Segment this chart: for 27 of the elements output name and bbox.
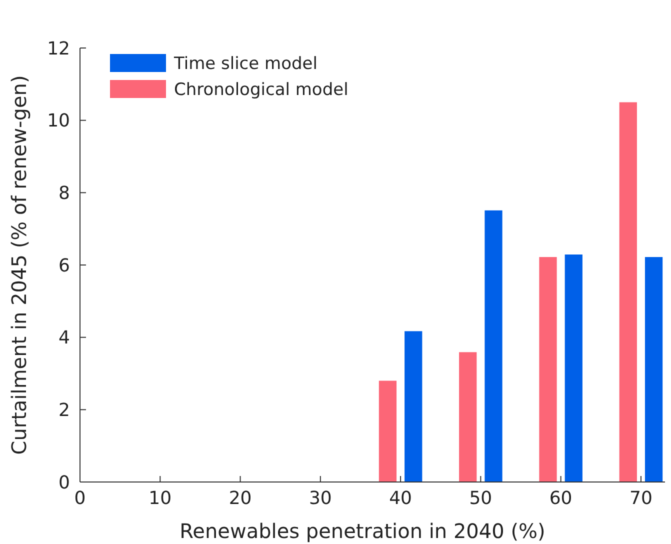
- x-tick-label: 20: [228, 488, 252, 509]
- y-tick-label: 0: [58, 472, 70, 494]
- bar: [404, 331, 422, 482]
- bar: [619, 102, 637, 482]
- legend-label: Chronological model: [174, 80, 348, 100]
- x-tick-label: 70: [630, 488, 652, 509]
- legend-label: Time slice model: [173, 54, 318, 74]
- y-tick-label: 4: [58, 328, 70, 349]
- y-tick-label: 10: [47, 110, 70, 132]
- y-axis-title: Curtailment in 2045 (% of renew-gen): [7, 75, 31, 455]
- bar: [484, 210, 502, 482]
- x-tick-label: 30: [308, 488, 332, 509]
- x-tick-label: 60: [549, 488, 572, 509]
- bar: [378, 380, 397, 482]
- x-tick-label: 0: [74, 488, 86, 509]
- x-tick-label: 10: [148, 488, 172, 509]
- bar: [459, 352, 477, 482]
- y-tick-label: 12: [47, 38, 70, 60]
- y-tick-label: 8: [58, 182, 70, 204]
- bar: [644, 257, 663, 482]
- y-tick-label: 2: [58, 400, 70, 421]
- bar: [539, 257, 557, 482]
- bar: [564, 254, 582, 482]
- y-tick-label: 6: [58, 255, 70, 276]
- x-tick-label: 50: [469, 488, 492, 509]
- x-axis-title: Renewables penetration in 2040 (%): [180, 519, 546, 543]
- x-tick-label: 40: [389, 488, 412, 509]
